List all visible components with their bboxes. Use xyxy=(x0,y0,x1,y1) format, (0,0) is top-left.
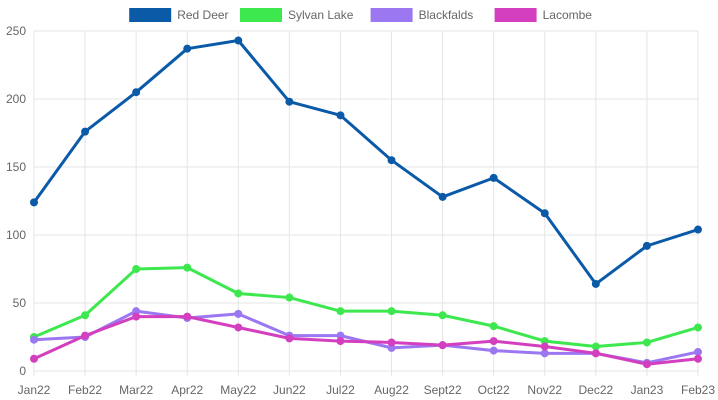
data-point[interactable] xyxy=(438,311,447,320)
series-line xyxy=(32,266,700,349)
series-sylvan-lake xyxy=(30,263,702,351)
data-point[interactable] xyxy=(183,44,192,53)
data-point[interactable] xyxy=(285,293,294,302)
data-point[interactable] xyxy=(540,209,549,218)
legend-swatch xyxy=(494,8,537,22)
series-blackfalds xyxy=(30,307,702,367)
data-point[interactable] xyxy=(30,198,38,207)
axes: 0 50 100 150 200 250 Jan22 Feb22 Mar22 Apr22 May22… xyxy=(6,24,715,397)
data-point[interactable] xyxy=(694,323,702,332)
data-point[interactable] xyxy=(489,322,498,331)
data-point[interactable] xyxy=(387,156,396,165)
x-tick-label: Feb22 xyxy=(68,383,102,397)
legend-label: Blackfalds xyxy=(419,8,474,22)
data-point[interactable] xyxy=(489,346,498,355)
data-point[interactable] xyxy=(642,338,651,347)
data-point[interactable] xyxy=(694,225,702,234)
data-point[interactable] xyxy=(30,335,38,344)
data-point[interactable] xyxy=(694,354,702,363)
data-point[interactable] xyxy=(438,192,447,201)
y-tick-label: 150 xyxy=(6,160,26,174)
legend-label: Lacombe xyxy=(543,8,593,22)
data-point[interactable] xyxy=(285,97,294,106)
data-point[interactable] xyxy=(642,241,651,250)
data-point[interactable] xyxy=(540,349,549,358)
x-tick-label: Mar22 xyxy=(119,383,153,397)
data-point[interactable] xyxy=(489,173,498,182)
x-tick-label: Sept22 xyxy=(424,383,462,397)
legend-item-lacombe[interactable]: Lacombe xyxy=(494,8,593,22)
data-point[interactable] xyxy=(132,312,141,321)
data-point[interactable] xyxy=(81,127,90,136)
data-point[interactable] xyxy=(183,263,192,272)
data-point[interactable] xyxy=(387,307,396,316)
series-line xyxy=(32,39,700,286)
x-tick-label: Apr22 xyxy=(171,383,203,397)
y-tick-label: 250 xyxy=(6,24,26,38)
series-red-deer xyxy=(30,36,702,288)
legend-item-red-deer[interactable]: Red Deer xyxy=(129,8,229,22)
y-tick-label: 100 xyxy=(6,228,26,242)
data-point[interactable] xyxy=(30,354,38,363)
data-point[interactable] xyxy=(591,342,600,351)
legend[interactable]: Red Deer Sylvan Lake Blackfalds Lacombe xyxy=(129,8,592,22)
legend-swatch xyxy=(370,8,413,22)
legend-item-blackfalds[interactable]: Blackfalds xyxy=(370,8,474,22)
data-point[interactable] xyxy=(132,265,141,273)
y-tick-label: 0 xyxy=(19,364,26,378)
legend-item-sylvan-lake[interactable]: Sylvan Lake xyxy=(240,8,354,22)
data-point[interactable] xyxy=(540,342,549,351)
legend-label: Sylvan Lake xyxy=(288,8,354,22)
data-point[interactable] xyxy=(591,349,600,358)
grid-lines xyxy=(33,30,699,376)
x-tick-label: Jan22 xyxy=(18,383,51,397)
data-point[interactable] xyxy=(234,36,243,45)
y-tick-label: 50 xyxy=(13,296,27,310)
x-tick-label: Aug22 xyxy=(374,383,409,397)
x-tick-label: Feb23 xyxy=(681,383,715,397)
data-point[interactable] xyxy=(183,312,192,321)
data-point[interactable] xyxy=(81,311,90,320)
data-point[interactable] xyxy=(438,341,447,350)
legend-label: Red Deer xyxy=(177,8,228,22)
x-tick-label: Oct22 xyxy=(478,383,510,397)
x-tick-label: Jan23 xyxy=(631,383,664,397)
data-point[interactable] xyxy=(285,334,294,343)
data-point[interactable] xyxy=(591,279,600,288)
data-point[interactable] xyxy=(81,331,90,340)
data-point[interactable] xyxy=(694,347,702,356)
data-point[interactable] xyxy=(489,337,498,346)
series-line xyxy=(32,315,700,366)
series-lacombe xyxy=(30,312,702,369)
legend-swatch xyxy=(129,8,172,22)
data-point[interactable] xyxy=(387,338,396,347)
x-tick-label: Jun22 xyxy=(273,383,306,397)
data-point[interactable] xyxy=(132,88,141,97)
x-tick-label: May22 xyxy=(220,383,256,397)
data-point[interactable] xyxy=(234,309,243,318)
series-lines xyxy=(30,36,702,369)
x-tick-label: Dec22 xyxy=(579,383,614,397)
data-point[interactable] xyxy=(234,323,243,332)
data-point[interactable] xyxy=(234,289,243,298)
legend-swatch xyxy=(240,8,282,22)
data-point[interactable] xyxy=(336,307,345,316)
data-point[interactable] xyxy=(642,360,651,369)
x-tick-label: Jul22 xyxy=(326,383,355,397)
x-tick-label: Nov22 xyxy=(527,383,562,397)
data-point[interactable] xyxy=(336,337,345,346)
data-point[interactable] xyxy=(336,111,345,120)
y-tick-label: 200 xyxy=(6,92,26,106)
